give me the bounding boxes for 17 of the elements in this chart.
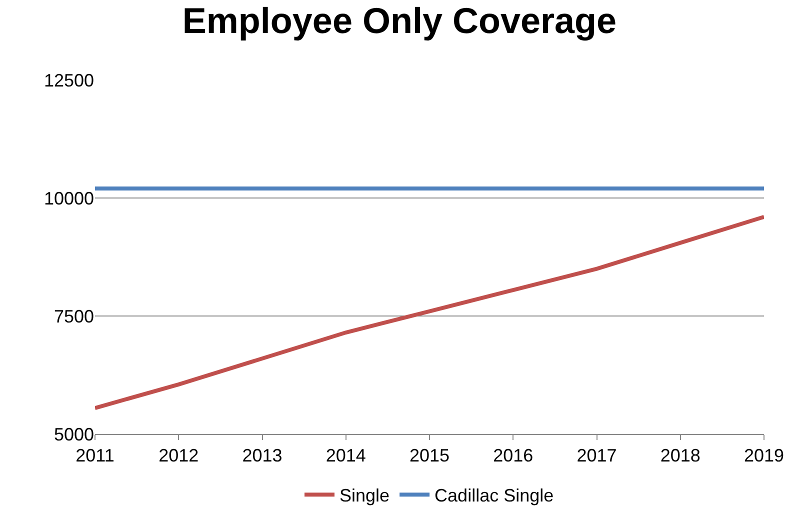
chart-title: Employee Only Coverage — [182, 0, 617, 42]
x-tick-label: 2017 — [576, 446, 617, 466]
x-tick-label: 2012 — [158, 446, 199, 466]
x-tick-label: 2014 — [326, 446, 366, 466]
x-tick-label: 2018 — [660, 446, 700, 466]
x-tick-label: 2011 — [76, 446, 114, 466]
legend-label: Single — [340, 486, 390, 506]
x-tick-label: 2019 — [744, 446, 784, 466]
x-tick-label: 2016 — [493, 446, 534, 466]
y-tick-label: 10000 — [44, 188, 94, 208]
y-tick-label: 5000 — [54, 424, 94, 444]
y-tick-label: 12500 — [44, 70, 94, 90]
y-tick-label: 7500 — [54, 306, 94, 326]
x-tick-label: 2015 — [409, 446, 450, 466]
legend-label: Cadillac Single — [434, 486, 554, 506]
line-series — [95, 214, 764, 410]
x-tick-label: 2013 — [242, 446, 282, 466]
